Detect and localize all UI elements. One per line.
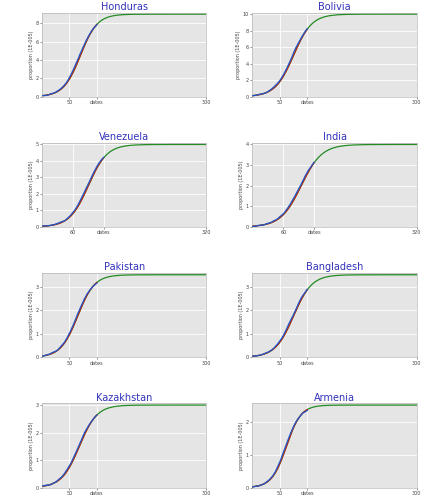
Y-axis label: proportion (1E-005): proportion (1E-005) xyxy=(29,291,34,340)
Title: India: India xyxy=(322,132,346,142)
Title: Pakistan: Pakistan xyxy=(104,262,145,272)
Y-axis label: proportion (1E-005): proportion (1E-005) xyxy=(240,291,245,340)
Y-axis label: proportion (1E-005): proportion (1E-005) xyxy=(29,160,34,209)
Title: Armenia: Armenia xyxy=(314,392,355,402)
Y-axis label: proportion (1E-005): proportion (1E-005) xyxy=(29,421,34,470)
Title: Venezuela: Venezuela xyxy=(99,132,149,142)
Title: Kazakhstan: Kazakhstan xyxy=(96,392,152,402)
Y-axis label: proportion (1E-005): proportion (1E-005) xyxy=(240,421,245,470)
Title: Bangladesh: Bangladesh xyxy=(306,262,363,272)
Title: Bolivia: Bolivia xyxy=(318,2,351,12)
Y-axis label: proportion (1E-005): proportion (1E-005) xyxy=(240,160,245,209)
Y-axis label: proportion (1E-005): proportion (1E-005) xyxy=(29,30,34,79)
Title: Honduras: Honduras xyxy=(101,2,148,12)
Y-axis label: proportion (1E-005): proportion (1E-005) xyxy=(236,30,241,79)
